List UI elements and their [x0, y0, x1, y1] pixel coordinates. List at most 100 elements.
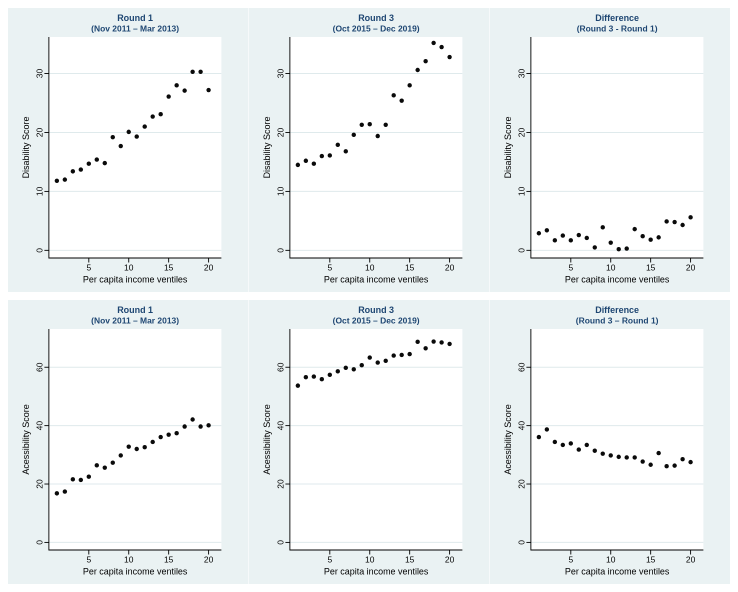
data-point — [126, 444, 131, 449]
y-tick-label: 30 — [35, 69, 45, 79]
x-tick-label: 15 — [646, 554, 656, 564]
data-point — [351, 132, 356, 138]
data-point — [70, 169, 76, 174]
data-point — [680, 457, 685, 462]
data-point — [624, 455, 629, 460]
y-tick-label: 60 — [276, 362, 286, 372]
data-point — [447, 341, 452, 347]
data-point — [86, 161, 92, 166]
data-point — [544, 228, 550, 233]
data-point — [150, 114, 155, 119]
x-axis-title: Per capita income ventiles — [565, 274, 670, 284]
tick-marks — [44, 366, 210, 555]
y-tick-label: 0 — [517, 540, 527, 545]
data-point — [624, 246, 629, 251]
data-point — [367, 122, 372, 127]
data-point — [560, 442, 566, 448]
data-point — [295, 383, 301, 388]
y-axis-title: Disability Score — [503, 117, 513, 179]
data-point — [439, 340, 444, 345]
data-points — [295, 40, 452, 168]
data-point — [198, 424, 203, 429]
data-point — [656, 235, 661, 240]
x-tick-label: 15 — [405, 262, 415, 272]
panel-subtitle: (Oct 2015 – Dec 2019) — [333, 23, 420, 33]
disability-row: 0 10 20 30 5 10 15 20 Round 1 (Nov 2011 – Mar 201… — [8, 8, 730, 292]
data-point — [110, 460, 115, 465]
data-point — [592, 448, 597, 453]
data-point — [343, 365, 348, 371]
axes — [530, 329, 704, 551]
data-point — [375, 360, 380, 365]
panel-subtitle: (Nov 2011 – Mar 2013) — [91, 315, 179, 325]
y-tick-label: 20 — [35, 479, 45, 489]
data-point — [447, 54, 452, 60]
x-tick-label: 15 — [405, 554, 415, 564]
panel-disability-round3: 0 10 20 30 5 10 15 20 Round 3 (Oct 2015 – Dec 201… — [248, 8, 489, 292]
data-point — [383, 358, 388, 364]
data-point — [592, 245, 597, 250]
data-point — [206, 87, 211, 93]
data-point — [174, 83, 179, 88]
tick-marks — [526, 366, 692, 555]
data-point — [672, 463, 677, 468]
data-point — [568, 441, 574, 446]
x-tick-label: 5 — [327, 262, 332, 272]
data-points — [536, 427, 693, 469]
data-point — [576, 232, 581, 238]
scatter-chart: 0 20 40 60 5 10 15 20 Difference(Round 3 – Round… — [503, 305, 704, 577]
x-axis-title: Per capita income ventiles — [324, 274, 429, 284]
data-point — [616, 454, 621, 460]
data-point — [94, 157, 99, 162]
gridlines — [289, 366, 463, 543]
plot-area — [48, 329, 222, 550]
data-point — [568, 238, 574, 243]
panel-subtitle: (Round 3 – Round 1) — [576, 315, 659, 325]
data-point — [118, 143, 123, 149]
data-points — [54, 417, 211, 496]
gridlines — [530, 73, 704, 251]
y-axis-title: Acessibility Score — [262, 404, 272, 474]
panel-subtitle: (Round 3 - Round 1) — [577, 23, 658, 33]
data-point — [552, 439, 558, 445]
data-point — [86, 474, 92, 479]
data-point — [648, 237, 653, 242]
scatter-chart: 0 10 20 30 5 10 15 20 Round 3(Oct 2015 – Dec 201… — [262, 13, 463, 285]
x-tick-label: 10 — [365, 262, 375, 272]
x-axis-title: Per capita income ventiles — [565, 566, 670, 576]
x-tick-label: 20 — [204, 554, 214, 564]
data-point — [608, 453, 613, 458]
x-tick-label: 15 — [646, 262, 656, 272]
y-tick-label: 20 — [517, 479, 527, 489]
x-tick-label: 20 — [445, 554, 455, 564]
scatter-chart: 0 20 40 60 5 10 15 20 Round 3(Oct 2015 – Dec 201… — [262, 305, 463, 577]
data-point — [584, 235, 589, 241]
y-tick-label: 20 — [517, 127, 527, 137]
data-point — [158, 112, 163, 117]
data-point — [399, 98, 404, 103]
data-point — [375, 133, 380, 139]
panel-disability-round1: 0 10 20 30 5 10 15 20 Round 1 (Nov 2011 – Mar 201… — [8, 8, 248, 292]
plot-area — [48, 37, 222, 258]
tick-marks — [44, 73, 210, 263]
axes — [48, 329, 222, 551]
y-tick-label: 30 — [276, 69, 286, 79]
data-point — [391, 93, 396, 98]
x-tick-label: 10 — [606, 262, 616, 272]
y-tick-label: 10 — [517, 186, 527, 196]
data-point — [407, 83, 412, 88]
data-point — [70, 477, 76, 482]
data-points — [54, 69, 211, 183]
data-point — [423, 58, 428, 64]
data-point — [616, 246, 621, 252]
panel-accessibility-round1: 0 20 40 60 5 10 15 20 Round 1 (Nov 2011 – Mar 201… — [8, 300, 248, 584]
data-point — [198, 69, 203, 74]
x-tick-label: 5 — [86, 554, 91, 564]
panel-accessibility-round3: 0 20 40 60 5 10 15 20 Round 3 (Oct 2015 – Dec 201… — [248, 300, 489, 584]
data-point — [102, 160, 107, 166]
y-tick-label: 60 — [35, 362, 45, 372]
x-tick-label: 5 — [86, 262, 91, 272]
gridlines — [48, 366, 222, 543]
x-tick-label: 20 — [686, 262, 696, 272]
data-point — [303, 158, 309, 163]
